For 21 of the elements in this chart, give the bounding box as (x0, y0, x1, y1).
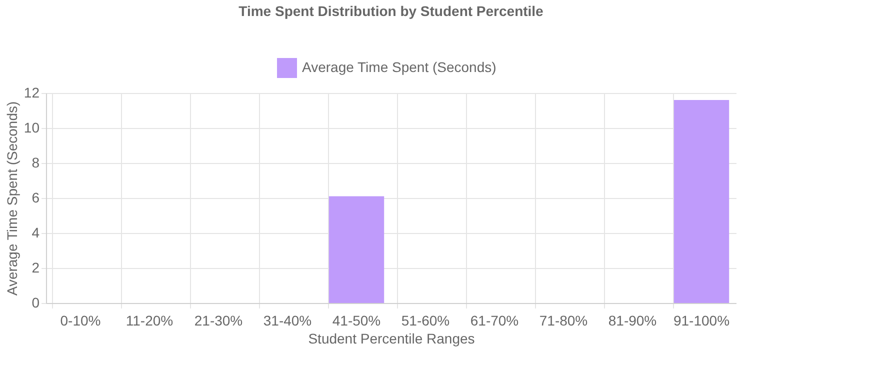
x-tick-label: 91-100% (673, 312, 730, 328)
y-tick-label: 12 (24, 84, 40, 100)
legend-label: Average Time Spent (Seconds) (302, 59, 496, 75)
x-tick-label: 41-50% (332, 312, 381, 328)
x-tick-label: 81-90% (608, 312, 657, 328)
chart-title: Time Spent Distribution by Student Percentile (238, 3, 544, 19)
x-tick-label: 61-70% (470, 312, 519, 328)
y-tick-label: 8 (32, 154, 40, 170)
y-tick-label: 10 (24, 120, 40, 136)
y-tick-label: 0 (32, 294, 40, 310)
y-axis-title: Average Time Spent (Seconds) (4, 101, 20, 296)
x-tick-label: 0-10% (60, 312, 101, 328)
x-tick-label: 31-40% (263, 312, 312, 328)
x-tick-label: 11-20% (126, 312, 174, 328)
x-axis-title: Student Percentile Ranges (308, 330, 475, 346)
y-tick-label: 2 (32, 260, 40, 276)
x-tick-label: 71-80% (539, 312, 588, 328)
x-tick-label: 21-30% (194, 312, 243, 328)
y-tick-label: 6 (32, 190, 40, 206)
x-tick-label: 51-60% (401, 312, 450, 328)
y-tick-label: 4 (32, 224, 40, 240)
